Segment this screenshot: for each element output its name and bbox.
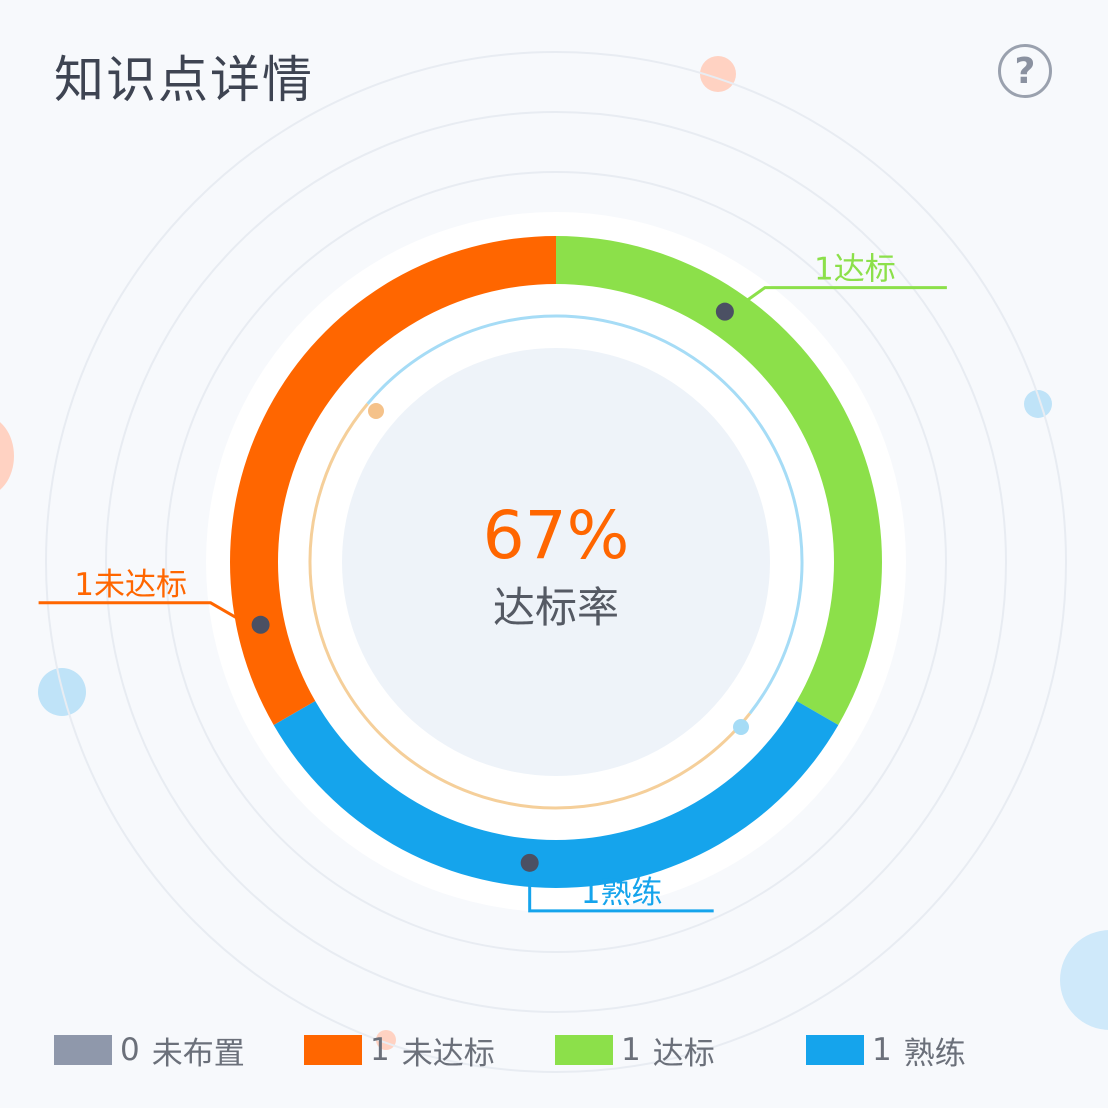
legend-count: 1 (621, 1032, 641, 1068)
legend-label: 未布置 (151, 1035, 245, 1072)
inner-dot-blue (733, 719, 749, 735)
callout-label-not-reached: 1未达标 (74, 567, 187, 603)
legend-count: 0 (120, 1032, 140, 1068)
callout-label-proficient: 1熟练 (581, 875, 663, 911)
inner-dot-orange (368, 403, 384, 419)
center-value: 67% (483, 497, 630, 574)
legend-label: 熟练 (903, 1035, 966, 1072)
legend-swatch-reached (555, 1035, 613, 1065)
background-rings (45, 51, 1067, 1073)
slice-callouts: 1未达标 1达标 1熟练 (38, 252, 947, 913)
donut-slice-proficient (273, 701, 839, 888)
legend-item-unassigned: 0 未布置 (54, 1030, 245, 1072)
legend-label: 达标 (652, 1035, 715, 1072)
legend-label: 未达标 (401, 1035, 495, 1072)
legend-item-reached: 1 达标 (555, 1030, 715, 1072)
donut-slices (230, 236, 882, 888)
inner-decor-arcs (308, 314, 804, 810)
legend-count: 1 (872, 1032, 892, 1068)
donut-slice-not-reached (230, 236, 556, 725)
legend-swatch-proficient (806, 1035, 864, 1065)
question-icon: ? (1014, 50, 1036, 92)
help-button[interactable]: ? (998, 44, 1052, 98)
center-disc (342, 348, 770, 776)
callout-label-reached: 1达标 (814, 252, 896, 288)
legend-count: 1 (370, 1032, 390, 1068)
donut-slice-reached (556, 236, 882, 725)
callout-dot-proficient (520, 853, 539, 872)
legend-item-not-reached: 1 未达标 (304, 1030, 495, 1072)
legend-item-proficient: 1 熟练 (806, 1030, 966, 1072)
chart-legend: 0 未布置 1 未达标 1 达标 1 熟练 (54, 1030, 1074, 1072)
callout-dot-reached (715, 302, 734, 321)
legend-swatch-not-reached (304, 1035, 362, 1065)
legend-swatch-unassigned (54, 1035, 112, 1065)
page-title: 知识点详情 (54, 51, 314, 109)
center-label: 达标率 (493, 583, 619, 632)
callout-dot-not-reached (251, 615, 270, 634)
